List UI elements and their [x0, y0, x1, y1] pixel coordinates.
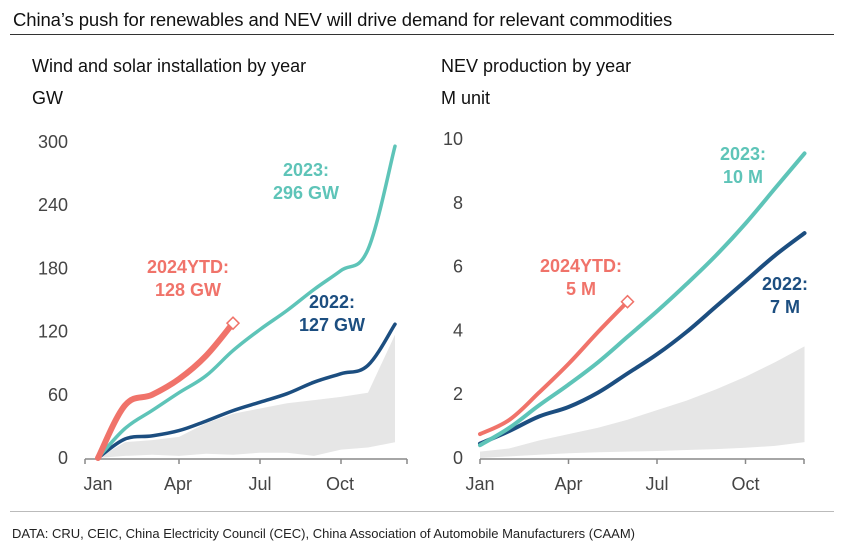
left-historical-range-band	[98, 334, 395, 458]
right-chart: 0 2 4 6 8 10 Jan Apr Jul Oct 2024YTD: 5 M 2023: 10 M 2…	[443, 129, 808, 494]
left-y-tick-label: 60	[48, 385, 68, 405]
left-annotation-2024ytd: 2024YTD:	[147, 257, 229, 277]
right-series-2022	[478, 231, 807, 446]
title-divider	[10, 34, 834, 35]
left-chart-title: Wind and solar installation by year	[32, 56, 307, 76]
left-annotation-2023: 296 GW	[273, 183, 339, 203]
left-y-tick-label: 240	[38, 195, 68, 215]
left-annotation-2023: 2023:	[283, 160, 329, 180]
right-historical-range-band	[480, 346, 805, 458]
left-chart: 0 60 120 180 240 300 Jan Apr Jul Oct 2024YTD: 128 G…	[38, 132, 408, 494]
left-x-tick-label: Jul	[248, 474, 271, 494]
right-chart-title: NEV production by year	[441, 56, 632, 76]
left-y-tick-label: 300	[38, 132, 68, 152]
right-y-tick-label: 0	[453, 448, 463, 468]
left-series-2022	[96, 322, 397, 460]
left-x-tick-label: Oct	[326, 474, 354, 494]
right-annotation-2024ytd: 2024YTD:	[540, 256, 622, 276]
right-annotation-2023: 2023:	[720, 144, 766, 164]
right-annotation-2022: 2022:	[762, 274, 808, 294]
left-annotation-2024ytd: 128 GW	[155, 280, 221, 300]
figure-title: China’s push for renewables and NEV will…	[13, 9, 673, 30]
left-x-tick-label: Jan	[83, 474, 112, 494]
right-y-tick-label: 6	[453, 257, 463, 277]
left-y-tick-label: 180	[38, 258, 68, 278]
right-y-tick-label: 4	[453, 320, 463, 340]
right-x-tick-label: Jul	[645, 474, 668, 494]
left-series-2024ytd-end-marker	[225, 316, 241, 331]
right-annotation-2023: 10 M	[723, 167, 763, 187]
right-y-tick-label: 10	[443, 129, 463, 149]
right-x-tick-label: Oct	[731, 474, 759, 494]
left-y-tick-label: 120	[38, 322, 68, 342]
left-chart-unit: GW	[32, 88, 63, 108]
source-note: DATA: CRU, CEIC, China Electricity Counc…	[12, 526, 635, 541]
left-series-2024ytd	[95, 320, 236, 461]
right-annotation-2022: 7 M	[770, 297, 800, 317]
right-x-tick-label: Apr	[554, 474, 582, 494]
left-annotation-2022: 127 GW	[299, 315, 365, 335]
source-divider	[10, 511, 834, 512]
right-y-tick-label: 2	[453, 384, 463, 404]
right-series-2024ytd	[478, 299, 630, 437]
right-annotation-2024ytd: 5 M	[566, 279, 596, 299]
right-chart-unit: M unit	[441, 88, 491, 108]
right-y-tick-label: 8	[453, 193, 463, 213]
left-annotation-2022: 2022:	[309, 292, 355, 312]
right-series-2023	[478, 151, 807, 448]
left-x-tick-label: Apr	[164, 474, 192, 494]
left-y-tick-label: 0	[58, 448, 68, 468]
left-series-2023	[96, 144, 397, 460]
right-series-2024ytd-end-marker	[620, 294, 635, 309]
right-x-tick-label: Jan	[465, 474, 494, 494]
